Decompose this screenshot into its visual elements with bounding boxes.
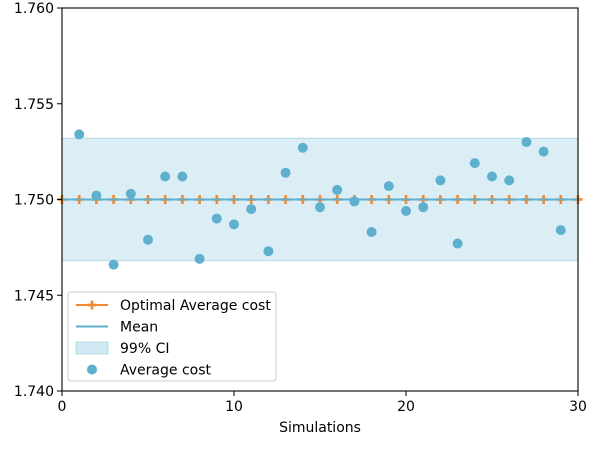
average-cost-point bbox=[418, 202, 429, 213]
legend-item: Mean bbox=[76, 320, 158, 336]
average-cost-point bbox=[177, 171, 188, 182]
average-cost-point bbox=[263, 246, 274, 257]
x-tick-label: 0 bbox=[58, 399, 67, 415]
average-cost-point bbox=[366, 227, 377, 238]
average-cost-point bbox=[143, 234, 153, 245]
legend-label: Mean bbox=[120, 320, 158, 336]
average-cost-point bbox=[469, 158, 480, 169]
average-cost-point bbox=[332, 184, 343, 195]
average-cost-point bbox=[91, 190, 102, 201]
average-cost-point bbox=[401, 205, 411, 216]
average-cost-point bbox=[435, 175, 446, 186]
legend-item: Optimal Average cost bbox=[76, 298, 271, 314]
legend: Optimal Average cost Mean 99% CI Average co… bbox=[67, 291, 277, 382]
y-tick-label: 1.750 bbox=[14, 193, 54, 209]
average-cost-point bbox=[452, 238, 463, 249]
points-layer bbox=[74, 129, 566, 270]
legend-label: 99% CI bbox=[120, 341, 169, 357]
average-cost-point bbox=[229, 219, 239, 230]
y-tick-label: 1.760 bbox=[14, 1, 54, 17]
average-cost-point bbox=[74, 129, 85, 140]
average-cost-point bbox=[246, 204, 257, 215]
x-tick-label: 10 bbox=[225, 399, 243, 415]
average-cost-point bbox=[108, 259, 119, 270]
y-tick-label: 1.740 bbox=[14, 384, 54, 400]
average-cost-point bbox=[504, 175, 515, 186]
x-tick-label: 30 bbox=[569, 399, 587, 415]
legend-item: 99% CI bbox=[75, 341, 169, 357]
average-cost-point bbox=[538, 146, 549, 157]
legend-swatch-ci bbox=[75, 341, 109, 355]
average-cost-point bbox=[297, 142, 308, 153]
average-cost-point bbox=[194, 253, 205, 264]
x-axis-label: Simulations bbox=[279, 420, 361, 436]
average-cost-point bbox=[383, 181, 394, 192]
average-cost-point bbox=[125, 188, 136, 199]
average-cost-point bbox=[555, 225, 566, 236]
legend-box bbox=[67, 291, 277, 382]
average-cost-point bbox=[280, 167, 291, 178]
x-tick-label: 20 bbox=[397, 399, 415, 415]
legend-label: Average cost bbox=[120, 363, 211, 379]
average-cost-point bbox=[487, 171, 497, 182]
average-cost-point bbox=[349, 196, 360, 207]
average-cost-point bbox=[315, 202, 325, 213]
lines-layer bbox=[57, 195, 583, 204]
average-cost-point bbox=[211, 213, 222, 224]
average-cost-point bbox=[521, 137, 532, 148]
legend-item: Average cost bbox=[87, 363, 211, 379]
y-tick-label: 1.755 bbox=[14, 97, 54, 113]
y-tick-label: 1.745 bbox=[14, 288, 54, 304]
axes-layer: 0 10 20 30 1.740 1.745 1.750 1.755 1.760 Simulati… bbox=[14, 1, 587, 436]
legend-label: Optimal Average cost bbox=[120, 298, 271, 314]
average-cost-point bbox=[160, 171, 171, 182]
legend-swatch-points bbox=[87, 364, 97, 375]
